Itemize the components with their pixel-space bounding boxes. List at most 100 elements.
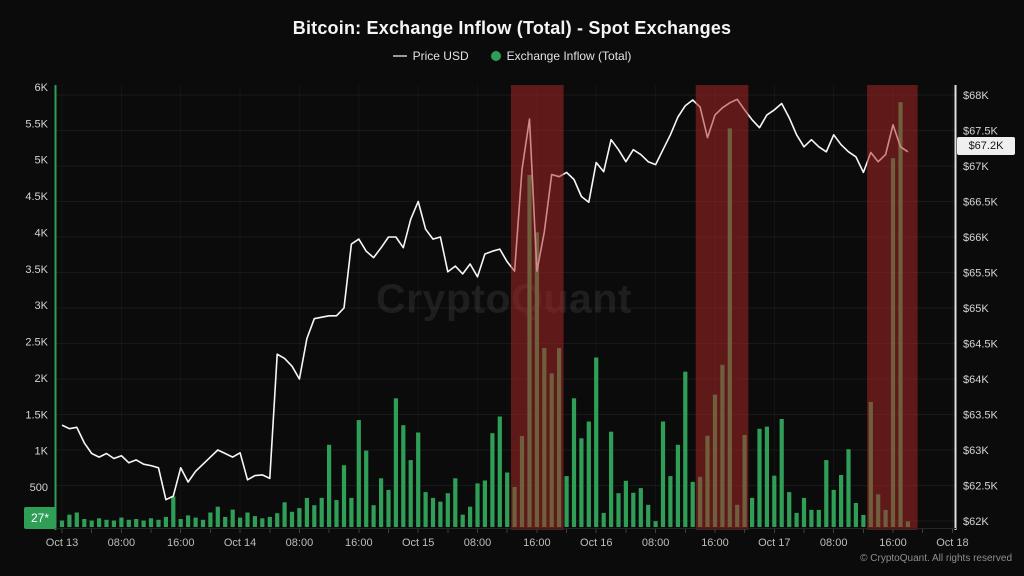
inflow-bar[interactable] <box>453 478 458 527</box>
inflow-bar[interactable] <box>82 519 87 527</box>
inflow-bar[interactable] <box>260 518 265 527</box>
inflow-bar[interactable] <box>609 431 614 527</box>
inflow-bar[interactable] <box>438 501 443 527</box>
inflow-bar[interactable] <box>497 416 502 528</box>
inflow-bar[interactable] <box>104 519 109 527</box>
inflow-bar[interactable] <box>579 438 584 527</box>
inflow-bar[interactable] <box>156 519 161 527</box>
inflow-bar[interactable] <box>341 465 347 527</box>
inflow-bar[interactable] <box>230 509 235 527</box>
inflow-bar[interactable] <box>74 512 79 528</box>
inflow-bar[interactable] <box>178 519 183 527</box>
inflow-bar[interactable] <box>349 497 354 527</box>
inflow-bar[interactable] <box>430 497 436 527</box>
inflow-bar[interactable] <box>646 504 651 527</box>
inflow-bar[interactable] <box>831 489 836 527</box>
inflow-bar[interactable] <box>750 497 755 527</box>
inflow-bar[interactable] <box>772 475 777 527</box>
inflow-bar[interactable] <box>853 503 858 527</box>
inflow-bar[interactable] <box>334 500 339 527</box>
inflow-bar[interactable] <box>653 521 658 527</box>
inflow-bar[interactable] <box>364 450 369 527</box>
inflow-bar[interactable] <box>386 489 391 527</box>
inflow-bar[interactable] <box>794 512 799 527</box>
inflow-bar[interactable] <box>208 512 213 528</box>
inflow-bar[interactable] <box>200 519 206 527</box>
inflow-bar[interactable] <box>267 516 272 527</box>
price-line[interactable] <box>61 98 909 501</box>
inflow-bar[interactable] <box>215 506 220 527</box>
inflow-bar[interactable] <box>59 520 65 528</box>
inflow-bar[interactable] <box>505 472 510 528</box>
inflow-bar[interactable] <box>163 516 168 527</box>
inflow-bar[interactable] <box>675 444 680 527</box>
inflow-bar[interactable] <box>690 481 695 527</box>
inflow-bar[interactable] <box>356 420 361 527</box>
inflow-bar[interactable] <box>839 475 844 527</box>
inflow-bar[interactable] <box>468 506 473 527</box>
inflow-bar[interactable] <box>631 492 636 527</box>
inflow-bar[interactable] <box>616 493 621 527</box>
inflow-bar[interactable] <box>475 483 480 527</box>
inflow-bar[interactable] <box>171 496 176 528</box>
inflow-bar[interactable] <box>408 460 413 527</box>
inflow-bar[interactable] <box>371 505 376 527</box>
inflow-bar[interactable] <box>809 509 814 527</box>
inflow-bar[interactable] <box>416 432 421 528</box>
inflow-bar[interactable] <box>779 419 784 527</box>
inflow-bar[interactable] <box>601 512 606 527</box>
inflow-bar[interactable] <box>861 515 866 527</box>
inflow-bar[interactable] <box>297 508 302 527</box>
inflow-bar[interactable] <box>586 421 591 528</box>
inflow-bar[interactable] <box>683 371 688 527</box>
inflow-bar[interactable] <box>223 516 228 527</box>
inflow-bar[interactable] <box>623 480 628 527</box>
inflow-bar[interactable] <box>638 488 643 527</box>
inflow-bar[interactable] <box>193 517 198 527</box>
inflow-bar[interactable] <box>564 476 569 527</box>
inflow-bar[interactable] <box>846 449 851 527</box>
inflow-bar[interactable] <box>312 505 317 527</box>
inflow-bar[interactable] <box>393 398 398 527</box>
inflow-bar[interactable] <box>319 497 324 527</box>
inflow-bar[interactable] <box>289 511 295 527</box>
inflow-bar[interactable] <box>445 493 450 527</box>
inflow-bar[interactable] <box>401 425 406 527</box>
inflow-bar[interactable] <box>327 444 332 527</box>
inflow-bar[interactable] <box>275 513 280 527</box>
inflow-bar[interactable] <box>764 426 769 527</box>
inflow-bar[interactable] <box>594 357 599 528</box>
inflow-bar[interactable] <box>97 518 102 527</box>
inflow-bar[interactable] <box>801 497 807 527</box>
legend-item-inflow[interactable]: Exchange Inflow (Total) <box>490 49 631 63</box>
inflow-bar[interactable] <box>148 518 154 527</box>
inflow-bar[interactable] <box>660 421 666 528</box>
right-axis-tick-label: $66.5K <box>963 197 999 209</box>
inflow-bar[interactable] <box>67 514 72 527</box>
inflow-bar[interactable] <box>186 515 191 527</box>
inflow-bar[interactable] <box>111 520 116 528</box>
inflow-bar[interactable] <box>787 492 792 527</box>
inflow-bar[interactable] <box>134 519 139 527</box>
inflow-bar[interactable] <box>571 398 577 527</box>
inflow-bar[interactable] <box>482 480 487 528</box>
inflow-bar[interactable] <box>252 516 257 527</box>
inflow-bar[interactable] <box>126 519 131 527</box>
inflow-bar[interactable] <box>460 514 465 527</box>
inflow-bar[interactable] <box>816 509 821 527</box>
inflow-bar[interactable] <box>379 478 384 527</box>
inflow-bar[interactable] <box>757 428 762 527</box>
inflow-bar[interactable] <box>282 502 287 527</box>
inflow-bar[interactable] <box>238 517 243 527</box>
inflow-bar[interactable] <box>89 520 94 528</box>
inflow-bar[interactable] <box>490 433 495 527</box>
inflow-bar[interactable] <box>304 497 309 527</box>
inflow-bar[interactable] <box>668 476 673 527</box>
inflow-bar[interactable] <box>245 512 250 528</box>
legend-item-price[interactable]: Price USD <box>392 49 469 63</box>
inflow-bar[interactable] <box>119 517 124 527</box>
inflow-bar[interactable] <box>824 460 829 527</box>
inflow-bar[interactable] <box>423 492 428 527</box>
inflow-bar[interactable] <box>141 520 146 528</box>
